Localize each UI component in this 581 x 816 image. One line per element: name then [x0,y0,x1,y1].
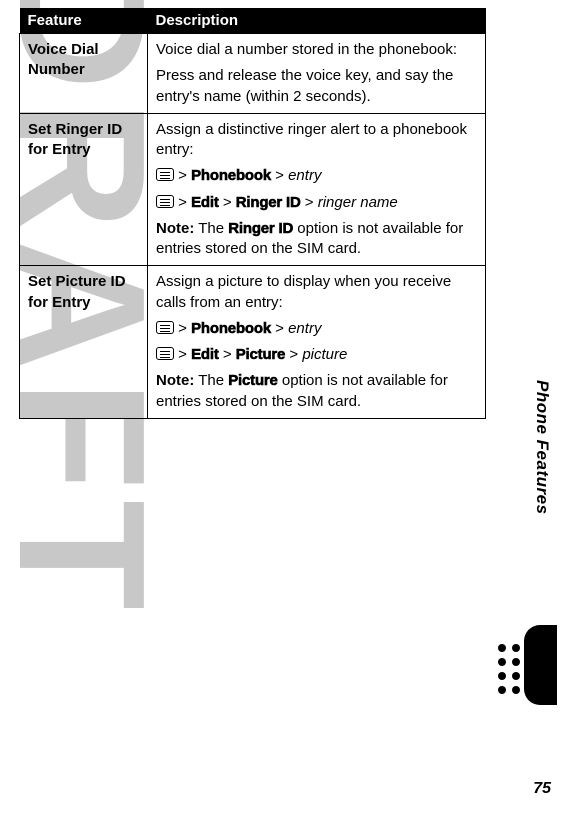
table-row: Set Picture ID for Entry Assign a pictur… [20,266,486,419]
menu-term: Ringer ID [228,220,293,237]
gt: > [178,194,187,211]
gt: > [223,346,232,363]
table-row: Voice Dial Number Voice dial a number st… [20,34,486,114]
desc-text: Assign a distinctive ringer alert to a p… [156,120,477,161]
gt: > [275,167,284,184]
nav-var: picture [302,346,347,363]
gt: > [289,346,298,363]
menu-term: Phonebook [191,320,271,337]
nav-line: > Edit > Picture > picture [156,345,477,365]
nav-line: > Phonebook > entry [156,166,477,186]
table-row: Set Ringer ID for Entry Assign a distinc… [20,113,486,266]
menu-icon [156,168,174,181]
dots-decoration [498,644,520,700]
gt: > [223,194,232,211]
nav-line: > Phonebook > entry [156,319,477,339]
header-feature: Feature [20,8,148,34]
desc-text: Press and release the voice key, and say… [156,66,477,107]
page-content: Feature Description Voice Dial Number Vo… [0,0,581,419]
menu-icon [156,195,174,208]
menu-icon [156,347,174,360]
menu-term: Edit [191,194,219,211]
note-text: Note: The Ringer ID option is not availa… [156,219,477,260]
features-table: Feature Description Voice Dial Number Vo… [19,8,486,419]
menu-term: Edit [191,346,219,363]
gt: > [178,320,187,337]
note-pre: The [194,372,228,389]
note-label: Note: [156,220,194,237]
nav-var: entry [288,320,321,337]
page-number: 75 [533,780,551,798]
nav-var: entry [288,167,321,184]
feature-name: Set Picture ID for Entry [20,266,148,419]
nav-line: > Edit > Ringer ID > ringer name [156,193,477,213]
menu-term: Phonebook [191,167,271,184]
gt: > [305,194,314,211]
gt: > [178,346,187,363]
nav-var: ringer name [318,194,398,211]
menu-term: Ringer ID [236,194,301,211]
side-tab [524,625,557,705]
note-text: Note: The Picture option is not availabl… [156,371,477,412]
feature-name: Set Ringer ID for Entry [20,113,148,266]
gt: > [178,167,187,184]
section-side-label: Phone Features [532,380,552,515]
feature-description: Assign a picture to display when you rec… [148,266,486,419]
menu-term: Picture [228,372,277,389]
desc-text: Assign a picture to display when you rec… [156,272,477,313]
menu-term: Picture [236,346,285,363]
header-description: Description [148,8,486,34]
feature-description: Assign a distinctive ringer alert to a p… [148,113,486,266]
note-pre: The [194,220,228,237]
feature-description: Voice dial a number stored in the phoneb… [148,34,486,114]
menu-icon [156,321,174,334]
gt: > [275,320,284,337]
desc-text: Voice dial a number stored in the phoneb… [156,40,477,60]
note-label: Note: [156,372,194,389]
table-header-row: Feature Description [20,8,486,34]
feature-name: Voice Dial Number [20,34,148,114]
